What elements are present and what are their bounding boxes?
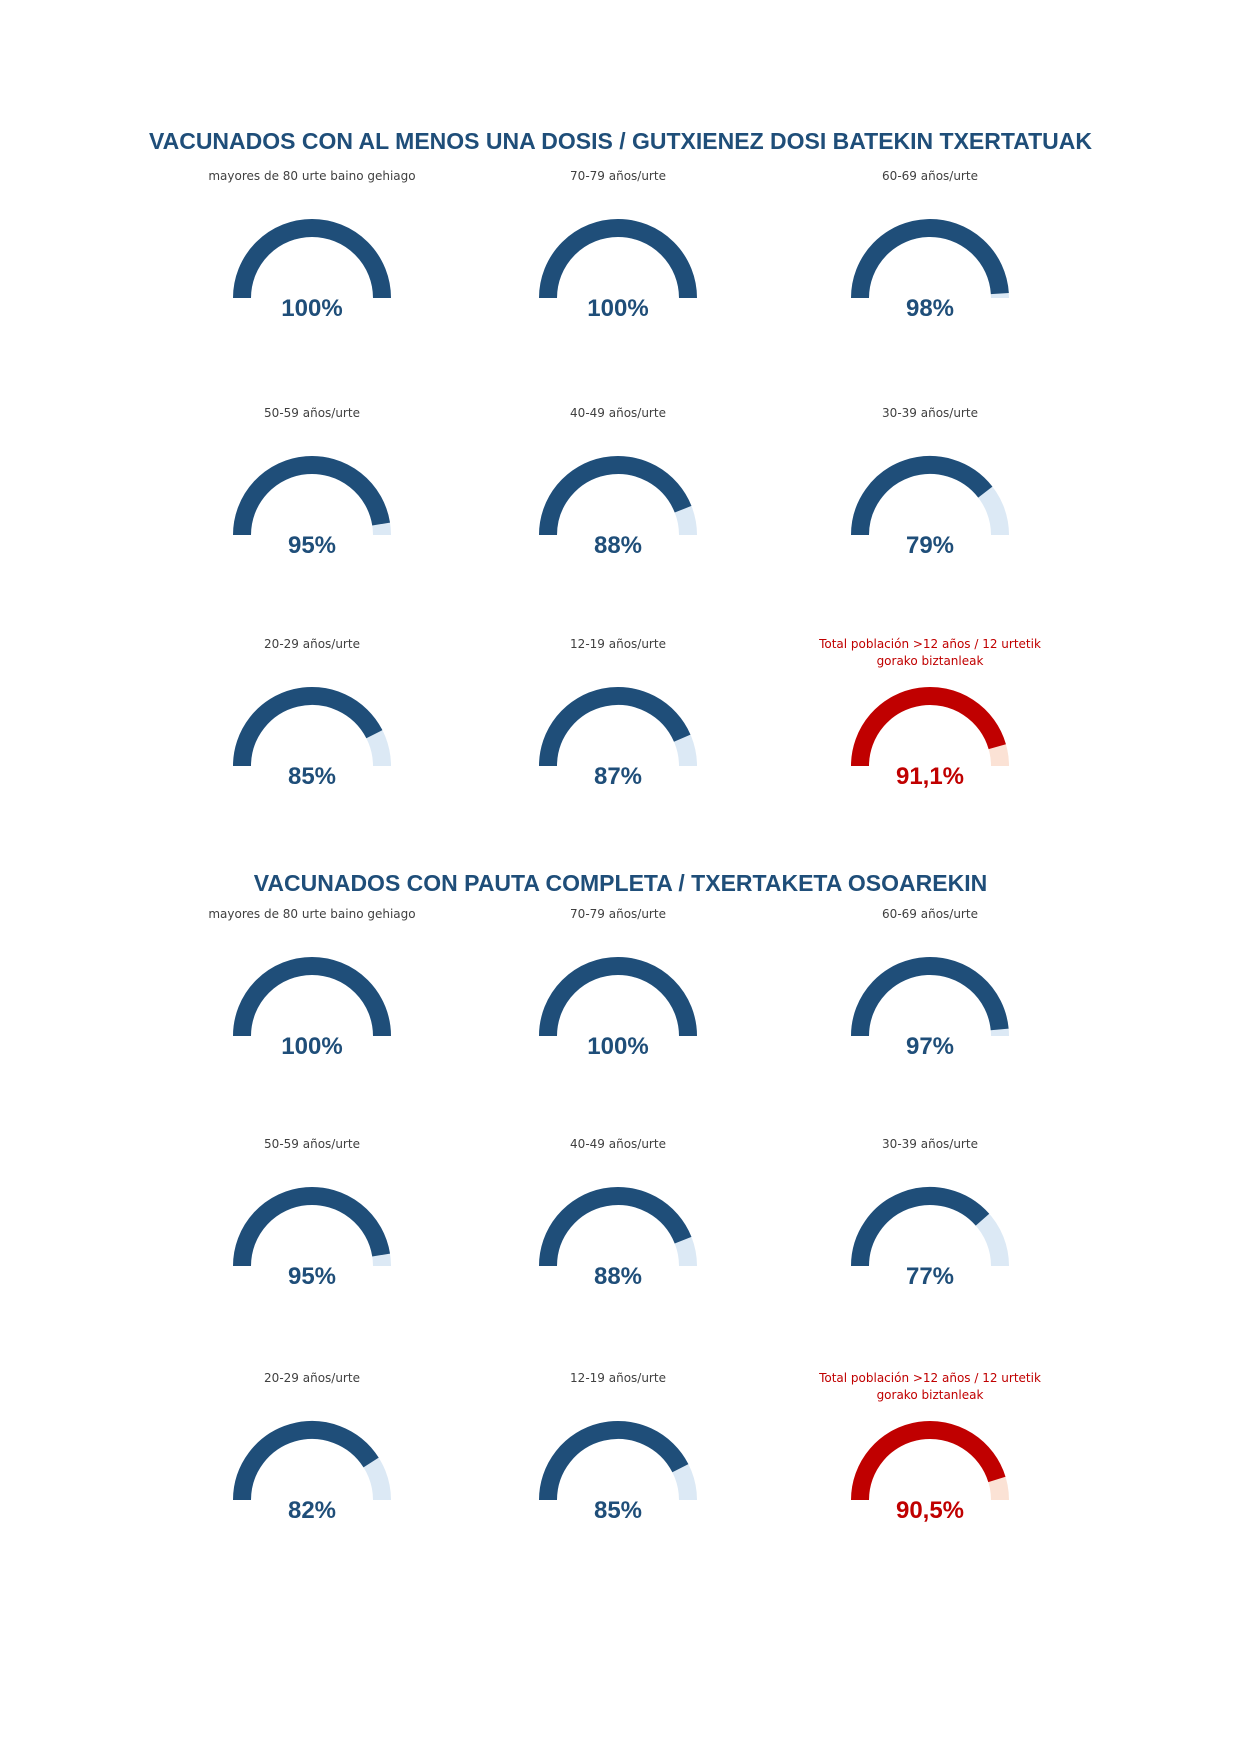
- gauge-label: 60-69 años/urte: [882, 169, 978, 183]
- gauge-value-label: 100%: [587, 295, 648, 322]
- gauge-fill-arc: [539, 1187, 692, 1267]
- gauge-fill-arc: [851, 219, 1009, 299]
- gauge-value-label: 100%: [587, 1033, 648, 1060]
- gauge-label: Total población >12 años / 12 urtetik go…: [819, 1371, 1041, 1402]
- section-title-full-schedule: VACUNADOS CON PAUTA COMPLETA / TXERTAKET…: [253, 870, 988, 896]
- gauge: 12-19 años/urte 87%: [478, 636, 758, 826]
- gauge-value-label: 82%: [288, 1497, 336, 1524]
- gauge: 60-69 años/urte 98%: [790, 168, 1070, 358]
- gauge-value-label: 91,1%: [896, 763, 964, 790]
- gauge-chart: 100%: [539, 219, 697, 322]
- gauge-chart: 90,5%: [851, 1420, 1009, 1524]
- gauge-chart: 85%: [539, 1421, 697, 1524]
- gauge: 70-79 años/urte 100%: [478, 168, 758, 358]
- gauge-chart: 88%: [539, 1187, 697, 1290]
- gauge-fill-arc: [539, 687, 691, 767]
- gauge-chart: 77%: [851, 1187, 1009, 1290]
- gauge-label: 70-79 años/urte: [570, 907, 666, 921]
- gauge-chart: 95%: [233, 456, 391, 559]
- gauge: 20-29 años/urte 85%: [172, 636, 452, 826]
- gauge-chart: 88%: [539, 456, 697, 559]
- gauge-label: 40-49 años/urte: [570, 1137, 666, 1151]
- gauge-value-label: 87%: [594, 763, 642, 790]
- gauge-fill-arc: [851, 957, 1009, 1037]
- gauge-label: mayores de 80 urte baino gehiago: [208, 907, 416, 921]
- section-title-first-dose: VACUNADOS CON AL MENOS UNA DOSIS / GUTXI…: [148, 128, 1093, 154]
- gauge-value-label: 95%: [288, 532, 336, 559]
- gauge-fill-arc: [233, 456, 391, 536]
- gauge-fill-arc: [233, 1187, 391, 1267]
- gauge-chart: 97%: [851, 957, 1009, 1060]
- gauge-chart: 85%: [233, 687, 391, 790]
- gauge: 30-39 años/urte 77%: [790, 1136, 1070, 1326]
- gauge-fill-arc: [233, 687, 383, 767]
- gauge-label: 30-39 años/urte: [882, 1137, 978, 1151]
- gauge-chart: 95%: [233, 1187, 391, 1290]
- gauge-label: 40-49 años/urte: [570, 406, 666, 420]
- gauge-fill-arc: [851, 1420, 1006, 1501]
- gauge-value-label: 77%: [906, 1263, 954, 1290]
- gauge: 40-49 años/urte 88%: [478, 1136, 758, 1326]
- gauge-label: 20-29 años/urte: [264, 1371, 360, 1385]
- gauge-fill-arc: [233, 1421, 379, 1501]
- gauge-chart: 98%: [851, 219, 1009, 322]
- gauge: 30-39 años/urte 79%: [790, 405, 1070, 595]
- gauge-label: Total población >12 años / 12 urtetik go…: [819, 637, 1041, 668]
- gauge-fill-arc: [539, 456, 692, 536]
- gauge: 20-29 años/urte 82%: [172, 1370, 452, 1560]
- gauge-chart: 100%: [233, 219, 391, 322]
- gauge-value-label: 88%: [594, 1263, 642, 1290]
- gauge-fill-arc: [851, 687, 1006, 767]
- gauge-fill-arc: [539, 1421, 689, 1501]
- gauge-value-label: 85%: [594, 1497, 642, 1524]
- gauge-value-label: 100%: [281, 295, 342, 322]
- gauge-value-label: 98%: [906, 295, 954, 322]
- gauge-chart: 91,1%: [851, 687, 1009, 790]
- gauge-chart: 87%: [539, 687, 697, 790]
- gauge: 50-59 años/urte 95%: [172, 405, 452, 595]
- gauge-value-label: 100%: [281, 1033, 342, 1060]
- gauge-chart: 79%: [851, 456, 1009, 559]
- gauge-fill-arc: [539, 219, 697, 299]
- gauge: Total población >12 años / 12 urtetik go…: [790, 1370, 1070, 1560]
- gauge-label: 50-59 años/urte: [264, 1137, 360, 1151]
- gauge-value-label: 85%: [288, 763, 336, 790]
- gauge: mayores de 80 urte baino gehiago 100%: [172, 906, 452, 1096]
- gauge: 40-49 años/urte 88%: [478, 405, 758, 595]
- gauge-value-label: 95%: [288, 1263, 336, 1290]
- gauge-label: mayores de 80 urte baino gehiago: [208, 169, 416, 183]
- gauge-label: 50-59 años/urte: [264, 406, 360, 420]
- gauge: 12-19 años/urte 85%: [478, 1370, 758, 1560]
- gauge: 60-69 años/urte 97%: [790, 906, 1070, 1096]
- gauge-label: 12-19 años/urte: [570, 1371, 666, 1385]
- gauge-chart: 100%: [233, 957, 391, 1060]
- gauge-fill-arc: [851, 456, 993, 536]
- gauge-value-label: 90,5%: [896, 1497, 964, 1524]
- gauge-fill-arc: [539, 957, 697, 1037]
- gauge-label: 70-79 años/urte: [570, 169, 666, 183]
- gauge-chart: 82%: [233, 1421, 391, 1524]
- gauge-label: 20-29 años/urte: [264, 637, 360, 651]
- gauge-fill-arc: [233, 219, 391, 299]
- gauge-value-label: 88%: [594, 532, 642, 559]
- gauge: 70-79 años/urte 100%: [478, 906, 758, 1096]
- gauge-fill-arc: [851, 1187, 990, 1267]
- gauge: mayores de 80 urte baino gehiago 100%: [172, 168, 452, 358]
- gauge-label: 60-69 años/urte: [882, 907, 978, 921]
- gauge-chart: 100%: [539, 957, 697, 1060]
- gauge-fill-arc: [233, 957, 391, 1037]
- gauge-label: 30-39 años/urte: [882, 406, 978, 420]
- gauge: 50-59 años/urte 95%: [172, 1136, 452, 1326]
- gauge-value-label: 97%: [906, 1033, 954, 1060]
- gauge-value-label: 79%: [906, 532, 954, 559]
- gauge-label: 12-19 años/urte: [570, 637, 666, 651]
- gauge: Total población >12 años / 12 urtetik go…: [790, 636, 1070, 826]
